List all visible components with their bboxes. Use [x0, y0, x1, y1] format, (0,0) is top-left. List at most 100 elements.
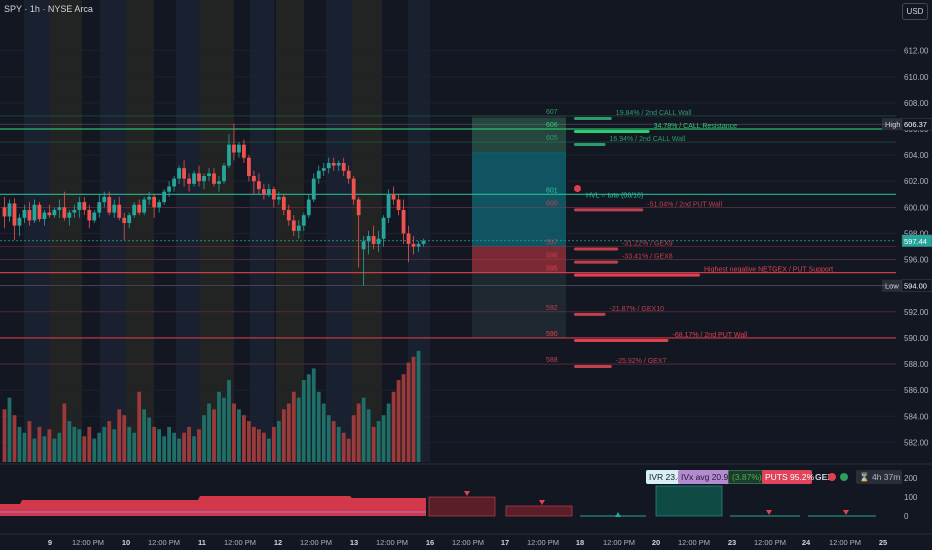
gex-bar	[574, 130, 650, 133]
volume-bar	[411, 356, 416, 462]
y-tick-label: 596.00	[904, 256, 929, 265]
lower-block	[505, 505, 573, 517]
gex-bar	[574, 273, 700, 277]
candle-body	[266, 189, 271, 195]
signal-marker	[464, 491, 470, 496]
volume-bar	[57, 432, 62, 462]
x-tick-label: 23	[728, 538, 736, 547]
volume-bar	[321, 403, 326, 462]
x-tick-label: 12:00 PM	[300, 538, 332, 547]
candle-body	[157, 202, 162, 208]
x-tick-label: 12:00 PM	[376, 538, 408, 547]
x-tick-label: 12:00 PM	[72, 538, 104, 547]
volume-bar	[316, 391, 321, 462]
gex-level-label: -31.22% / GEX9	[622, 241, 673, 248]
volume-bar	[271, 426, 276, 462]
candle-body	[102, 196, 107, 203]
volume-bar	[72, 426, 77, 462]
candle-body	[77, 202, 82, 210]
volume-bar	[281, 409, 286, 462]
volume-bar	[192, 436, 196, 462]
gex-level-label: -51.04% / 2nd PUT Wall	[647, 201, 722, 208]
volume-bar	[132, 432, 137, 462]
volume-bar	[331, 421, 336, 462]
session-band	[250, 0, 274, 462]
candle-body	[207, 173, 211, 177]
candle-body	[62, 207, 67, 218]
candle-body	[252, 176, 256, 182]
session-band	[24, 0, 50, 462]
volume-bar	[97, 432, 102, 462]
volume-bar	[351, 415, 356, 462]
volume-bar	[401, 374, 406, 462]
volume-bar	[162, 436, 167, 462]
volume-bar	[87, 426, 92, 462]
candle-body	[182, 168, 186, 179]
candle-body	[212, 173, 216, 184]
volume-bar	[301, 380, 306, 462]
x-tick-label: 12:00 PM	[754, 538, 786, 547]
candle-body	[406, 233, 411, 244]
gex-strike-label: 601	[546, 187, 558, 194]
puts-badge: PUTS 95.2%	[762, 470, 814, 484]
volume-bar	[222, 397, 226, 462]
candle-body	[321, 168, 326, 171]
volume-bar	[2, 409, 7, 462]
volume-bar	[7, 397, 12, 462]
volume-bar	[27, 421, 32, 462]
gex-strike-label: 595	[546, 266, 558, 273]
gex-level-label: -68.17% / 2nd PUT Wall	[673, 332, 748, 339]
volume-bar	[17, 426, 22, 462]
candle-body	[2, 207, 7, 217]
volume-bar	[381, 415, 386, 462]
volume-bar	[47, 429, 52, 462]
candle-body	[256, 181, 261, 190]
candle-body	[416, 243, 421, 247]
volume-bar	[182, 432, 186, 462]
volume-bar	[376, 421, 381, 462]
hvl-marker-icon	[574, 185, 581, 192]
candle-body	[421, 240, 426, 244]
x-tick-label: 25	[879, 538, 887, 547]
candle-body	[316, 170, 321, 179]
gex-strike-label: 605	[546, 135, 558, 142]
volume-bar	[167, 426, 172, 462]
currency-button[interactable]: USD	[902, 3, 928, 20]
volume-bar	[366, 409, 371, 462]
candle-body	[47, 212, 52, 216]
gex-strike-label: 600	[546, 200, 558, 207]
volume-bar	[207, 403, 211, 462]
gex-bar	[574, 208, 644, 212]
gex-bar	[574, 312, 606, 316]
candle-body	[162, 191, 167, 203]
candle-body	[22, 209, 27, 218]
session-band	[176, 0, 200, 462]
candle-body	[306, 199, 311, 216]
volume-bar	[276, 421, 281, 462]
red-dot-icon	[828, 473, 836, 481]
y-tick-label: 582.00	[904, 438, 929, 447]
green-dot-icon	[840, 473, 848, 481]
x-tick-label: 12:00 PM	[678, 538, 710, 547]
candle-body	[57, 207, 62, 210]
x-tick-label: 12:00 PM	[224, 538, 256, 547]
gex-label: GEX	[815, 472, 833, 482]
volume-bar	[311, 368, 316, 462]
candle-body	[117, 204, 122, 218]
y-tick-label: 598.00	[904, 229, 929, 238]
candle-body	[137, 204, 142, 213]
positive-gamma-zone	[472, 152, 566, 247]
candle-body	[177, 168, 181, 179]
price-badge	[901, 279, 932, 292]
volume-bar	[77, 429, 82, 462]
pct-badge: (3.87%)	[728, 470, 768, 484]
candle-body	[17, 217, 22, 226]
volume-bar	[227, 380, 231, 462]
volume-bar	[361, 397, 366, 462]
volume-bar	[102, 426, 107, 462]
volume-bar	[187, 426, 191, 462]
signal-marker	[766, 510, 772, 515]
volume-bar	[147, 417, 152, 462]
candle-body	[296, 225, 301, 231]
